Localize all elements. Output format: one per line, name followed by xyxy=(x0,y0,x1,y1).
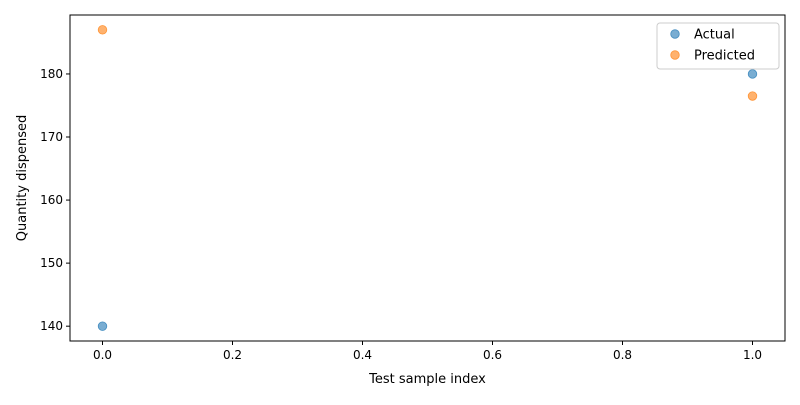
y-tick-label: 140 xyxy=(40,319,63,333)
legend: Actual Predicted xyxy=(656,22,780,70)
y-tick-label: 150 xyxy=(40,256,63,270)
x-tick-label: 0.4 xyxy=(353,348,372,362)
legend-label-actual: Actual xyxy=(694,28,735,43)
actual-point xyxy=(747,69,758,79)
x-tick-label: 0.0 xyxy=(93,348,112,362)
data-points xyxy=(97,25,758,331)
x-axis-label: Test sample index xyxy=(368,372,486,387)
plot-area-frame xyxy=(69,14,786,342)
y-tick-label: 160 xyxy=(40,193,63,207)
x-tick-label: 1.0 xyxy=(743,348,762,362)
predicted-point xyxy=(747,91,758,101)
legend-box xyxy=(656,22,780,70)
legend-marker-predicted xyxy=(670,50,680,60)
x-tick-label: 0.6 xyxy=(483,348,502,362)
x-tick-label: 0.8 xyxy=(613,348,632,362)
legend-marker-actual xyxy=(670,29,680,39)
y-tick-label: 170 xyxy=(40,130,63,144)
x-tick-label: 0.2 xyxy=(223,348,242,362)
legend-label-predicted: Predicted xyxy=(694,49,755,64)
y-axis-label: Quantity dispensed xyxy=(15,115,30,241)
x-axis: 0.0 0.2 0.4 0.6 0.8 1.0 xyxy=(93,341,762,362)
y-axis: 140 150 160 170 180 xyxy=(40,67,70,333)
predicted-point xyxy=(97,25,108,35)
actual-point xyxy=(97,321,108,331)
y-tick-label: 180 xyxy=(40,67,63,81)
